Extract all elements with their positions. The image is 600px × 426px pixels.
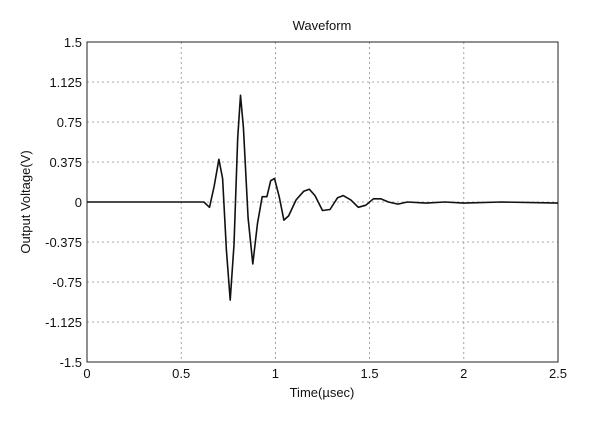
y-tick-label: -0.75 (52, 275, 82, 290)
y-tick-label: -1.125 (45, 315, 82, 330)
y-tick-label: 0.375 (49, 155, 82, 170)
y-axis: 1.5 1.125 0.75 0.375 0 -0.375 -0.75 -1.125 -1.5 (45, 35, 82, 370)
grid-lines (87, 42, 558, 362)
y-axis-label: Output Voltage(V) (18, 150, 33, 253)
y-tick-label: 0.75 (57, 115, 82, 130)
x-tick-label: 2 (460, 366, 467, 381)
y-tick-label: -1.5 (60, 355, 82, 370)
x-axis: 0 0.5 1 1.5 2 2.5 (83, 366, 567, 381)
series-line (87, 94, 559, 301)
y-tick-label: 1.125 (49, 75, 82, 90)
x-tick-label: 0 (83, 366, 90, 381)
y-tick-label: 0 (75, 195, 82, 210)
chart-title: Waveform (293, 18, 352, 33)
y-tick-label: -0.375 (45, 235, 82, 250)
y-tick-label: 1.5 (64, 35, 82, 50)
x-tick-label: 1.5 (361, 366, 379, 381)
x-tick-label: 0.5 (172, 366, 190, 381)
x-tick-label: 2.5 (549, 366, 567, 381)
x-tick-label: 1 (272, 366, 279, 381)
x-axis-label: Time(µsec) (290, 385, 355, 400)
